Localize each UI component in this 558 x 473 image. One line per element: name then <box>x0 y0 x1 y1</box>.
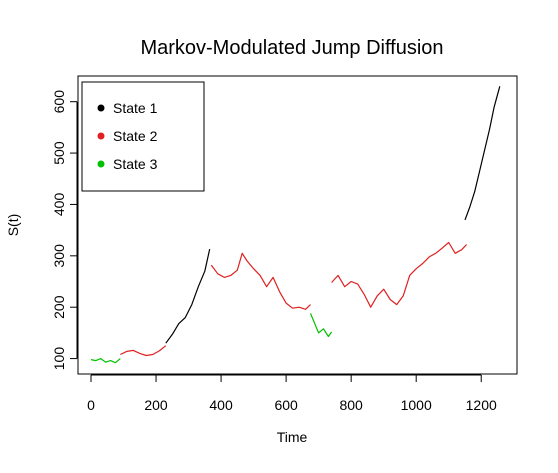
x-tick-label: 1000 <box>401 397 432 413</box>
y-tick-label: 300 <box>51 244 67 268</box>
legend-label: State 3 <box>113 156 158 172</box>
x-axis: 0 200 400 600 800 1000 1200 <box>87 374 497 413</box>
series-3 <box>90 313 333 364</box>
y-tick-label: 100 <box>51 347 67 371</box>
legend-item: State 2 <box>97 128 158 144</box>
legend-marker <box>97 104 105 112</box>
chart-title: Markov-Modulated Jump Diffusion <box>140 37 443 59</box>
y-axis: 100 200 300 400 500 600 <box>51 90 78 371</box>
y-tick-label: 400 <box>51 193 67 217</box>
series-line <box>165 248 211 344</box>
series-line <box>309 313 333 338</box>
legend-label: State 1 <box>113 100 158 116</box>
series-2 <box>120 241 468 357</box>
x-tick-label: 600 <box>274 397 298 413</box>
x-tick-label: 800 <box>339 397 363 413</box>
x-axis-title: Time <box>277 429 308 445</box>
x-tick-label: 0 <box>87 397 95 413</box>
legend-item: State 3 <box>97 156 158 172</box>
legend-label: State 2 <box>113 128 158 144</box>
series-line <box>120 345 167 357</box>
series-line <box>90 358 121 364</box>
series-line <box>331 241 468 308</box>
series-line <box>464 86 501 221</box>
series-1 <box>165 86 501 344</box>
y-tick-label: 500 <box>51 141 67 165</box>
series-layer <box>90 86 501 364</box>
plot-border <box>77 75 518 375</box>
legend: State 1 State 2 State 3 <box>81 81 205 192</box>
legend-marker <box>97 160 105 168</box>
x-tick-label: 200 <box>144 397 168 413</box>
legend-marker <box>97 132 105 140</box>
x-tick-label: 400 <box>209 397 233 413</box>
series-line <box>210 252 311 310</box>
y-axis-title: S(t) <box>5 214 21 237</box>
y-tick-label: 200 <box>51 295 67 319</box>
legend-item: State 1 <box>97 100 158 116</box>
y-tick-label: 600 <box>51 90 67 114</box>
x-tick-label: 1200 <box>466 397 497 413</box>
